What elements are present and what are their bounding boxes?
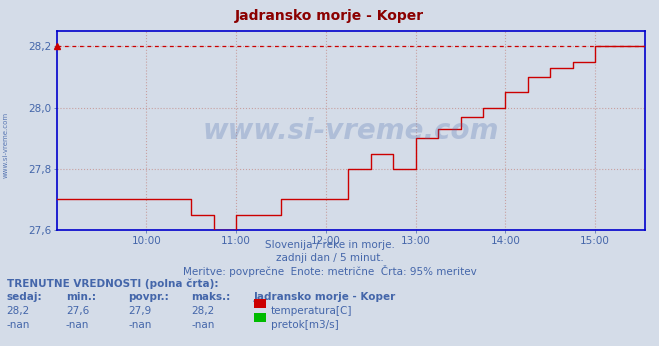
Text: Jadransko morje - Koper: Jadransko morje - Koper — [235, 9, 424, 22]
Text: www.si-vreme.com: www.si-vreme.com — [2, 112, 9, 179]
Text: 27,9: 27,9 — [129, 306, 152, 316]
Text: 28,2: 28,2 — [7, 306, 30, 316]
Text: -nan: -nan — [7, 320, 30, 330]
Text: -nan: -nan — [129, 320, 152, 330]
Text: Jadransko morje - Koper: Jadransko morje - Koper — [254, 292, 396, 302]
Text: Slovenija / reke in morje.: Slovenija / reke in morje. — [264, 240, 395, 251]
Text: Meritve: povprečne  Enote: metrične  Črta: 95% meritev: Meritve: povprečne Enote: metrične Črta:… — [183, 265, 476, 277]
Text: maks.:: maks.: — [191, 292, 231, 302]
Text: -nan: -nan — [191, 320, 214, 330]
Text: pretok[m3/s]: pretok[m3/s] — [271, 320, 339, 330]
Text: 28,2: 28,2 — [191, 306, 214, 316]
Text: min.:: min.: — [66, 292, 96, 302]
Text: temperatura[C]: temperatura[C] — [271, 306, 353, 316]
Text: zadnji dan / 5 minut.: zadnji dan / 5 minut. — [275, 253, 384, 263]
Text: povpr.:: povpr.: — [129, 292, 169, 302]
Text: TRENUTNE VREDNOSTI (polna črta):: TRENUTNE VREDNOSTI (polna črta): — [7, 279, 218, 289]
Text: -nan: -nan — [66, 320, 89, 330]
Text: www.si-vreme.com: www.si-vreme.com — [202, 117, 499, 145]
Text: sedaj:: sedaj: — [7, 292, 42, 302]
Text: 27,6: 27,6 — [66, 306, 89, 316]
